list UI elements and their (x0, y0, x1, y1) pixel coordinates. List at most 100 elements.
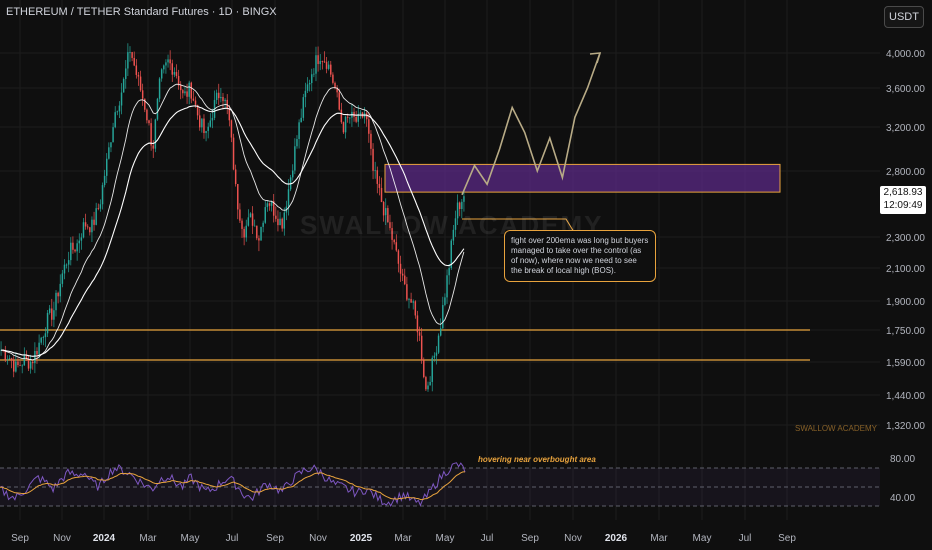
candle-body (144, 98, 146, 110)
candle-body (444, 297, 446, 306)
candle-body (194, 100, 197, 105)
candle-body (42, 337, 45, 338)
candle-body (32, 361, 34, 364)
candle-body (105, 158, 108, 176)
candle-body (139, 76, 142, 91)
candle-body (78, 240, 81, 244)
candle-body (160, 69, 163, 79)
x-tick-label: Sep (521, 533, 539, 544)
candle-body (323, 61, 326, 63)
candle-body (38, 342, 40, 355)
candle-body (72, 242, 74, 250)
candle-body (397, 250, 400, 264)
candle-body (245, 225, 247, 238)
candle-body (393, 239, 395, 243)
x-tick-label: May (693, 533, 712, 544)
x-tick-label: Nov (309, 533, 327, 544)
candle-body (319, 61, 321, 65)
candle-body (148, 120, 150, 124)
y-tick-label: 1,320.00 (886, 421, 925, 432)
candle-body (44, 333, 47, 338)
candle-body (48, 308, 51, 313)
candle-body (416, 315, 419, 333)
candle-body (336, 87, 338, 93)
candle-body (17, 361, 19, 366)
y-tick-label: 1,590.00 (886, 358, 925, 369)
currency-button[interactable]: USDT (884, 6, 924, 28)
candle-body (57, 292, 59, 297)
candle-body (93, 219, 95, 225)
candle-body (365, 113, 368, 120)
candle-body (10, 358, 13, 361)
candle-body (163, 65, 165, 70)
x-tick-label: Jul (739, 533, 752, 544)
candle-body (256, 225, 258, 239)
candle-body (431, 357, 433, 382)
candle-body (391, 228, 393, 240)
current-price: 2,618.93 (883, 187, 923, 198)
candle-body (91, 219, 93, 233)
candle-body (226, 99, 228, 109)
candle-body (423, 360, 425, 378)
candle-body (234, 169, 237, 185)
candle-body (300, 117, 302, 123)
candle-body (46, 312, 49, 334)
candle-body (389, 222, 391, 229)
candle-body (372, 148, 374, 171)
candle-body (99, 204, 102, 209)
candle-body (287, 189, 290, 207)
candle-body (116, 111, 119, 113)
candle-body (188, 82, 190, 97)
candle-body (67, 260, 70, 265)
candle-body (420, 335, 423, 361)
candle-body (446, 275, 448, 298)
candle-body (317, 55, 319, 65)
candle-body (175, 72, 178, 76)
rsi-ma-line (0, 471, 465, 501)
candle-body (370, 133, 372, 149)
candle-body (137, 74, 140, 77)
candle-body (220, 96, 222, 99)
candle-body (249, 213, 252, 218)
y-tick-label: 2,100.00 (886, 264, 925, 275)
candle-body (53, 310, 55, 320)
candle-body (442, 305, 444, 329)
candle-body (308, 83, 311, 85)
ema-fast-line (1, 83, 465, 361)
candle-body (382, 202, 385, 216)
rsi-annotation: hovering near overbought area (478, 455, 596, 464)
y-tick-label: 2,800.00 (886, 167, 925, 178)
rsi-tick-label: 40.00 (890, 493, 915, 504)
candle-body (433, 355, 436, 358)
candle-body (228, 108, 231, 121)
candle-body (279, 218, 281, 226)
candle-body (281, 218, 283, 229)
candle-body (209, 120, 212, 127)
candle-body (55, 292, 57, 311)
candle-body (101, 185, 104, 205)
candle-body (95, 208, 97, 225)
candle-body (340, 109, 343, 123)
candle-body (76, 243, 78, 252)
candle-body (334, 82, 336, 88)
candle-body (203, 118, 205, 134)
x-tick-label: Sep (778, 533, 796, 544)
candle-body (154, 119, 157, 149)
candle-body (25, 355, 28, 359)
candle-body (211, 117, 214, 121)
candle-body (232, 137, 235, 170)
candle-body (70, 242, 72, 261)
candle-body (108, 147, 110, 159)
candle-body (270, 201, 273, 206)
y-tick-label: 3,200.00 (886, 123, 925, 134)
candle-body (230, 120, 233, 138)
x-tick-label: Nov (564, 533, 582, 544)
candle-body (401, 273, 404, 276)
candle-body (127, 52, 129, 69)
candle-body (275, 215, 277, 219)
candle-body (258, 238, 260, 241)
candle-body (86, 226, 89, 228)
candle-body (251, 213, 254, 226)
candle-body (456, 202, 459, 219)
